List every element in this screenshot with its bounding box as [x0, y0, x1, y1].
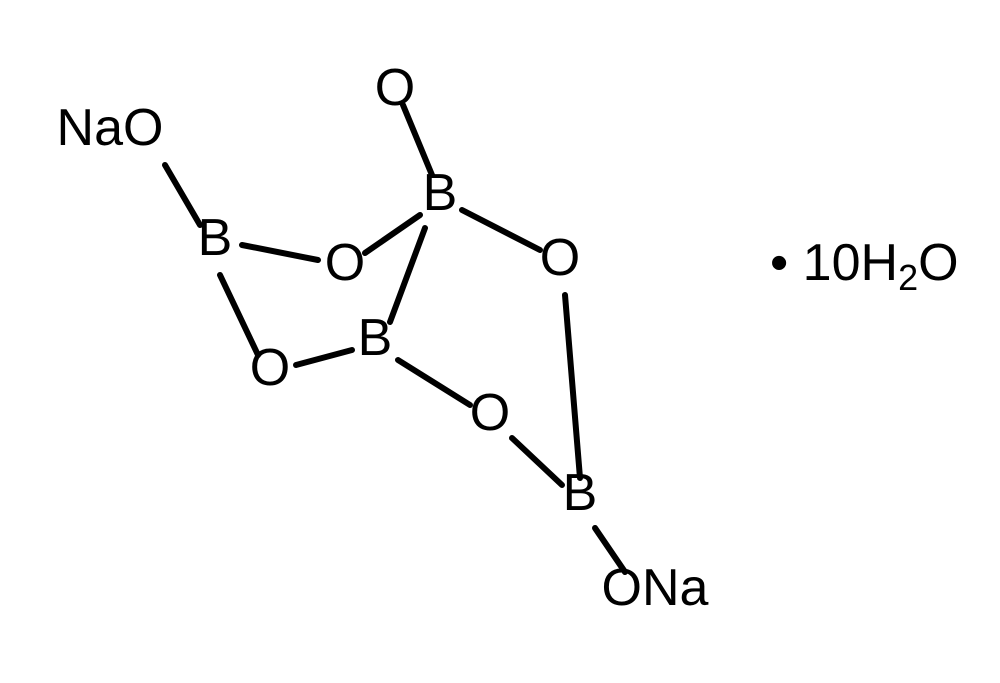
hydrate-O: O [918, 234, 958, 292]
atom-ONa: ONa [602, 559, 709, 617]
hydrate-sub2: 2 [898, 257, 918, 298]
atom-B3: B [358, 309, 393, 367]
hydrate-coefficient: 10 [803, 234, 861, 292]
atom-NaO_left: NaO [57, 99, 164, 157]
atom-O_left2: O [250, 339, 290, 397]
hydrate-annotation: • 10H2O [770, 234, 959, 298]
atom-B4: B [563, 464, 598, 522]
hydrate-H: H [861, 234, 899, 292]
hydrate-bullet: • [770, 234, 803, 292]
atom-O_top: O [375, 59, 415, 117]
atom-O_right: O [540, 229, 580, 287]
atom-B1: B [198, 209, 233, 267]
chemical-structure-diagram: NaOOBBOOBOOBONa• 10H2O [0, 0, 1000, 683]
atom-O_mid: O [325, 234, 365, 292]
atom-O_mid2: O [470, 384, 510, 442]
atom-B2: B [423, 164, 458, 222]
